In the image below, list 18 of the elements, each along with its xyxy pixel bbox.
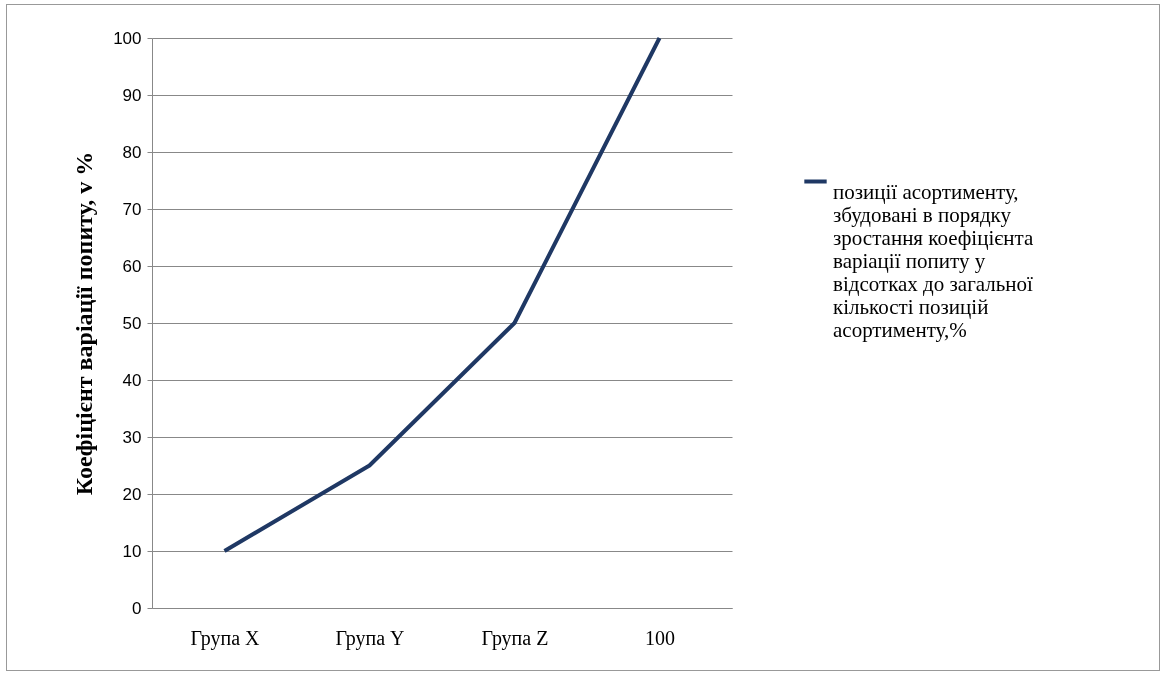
x-tick-label: Група X — [190, 626, 261, 650]
x-tick-label: 100 — [645, 626, 675, 649]
y-tick-label: 60 — [122, 256, 142, 276]
x-tick-label: Група Y — [335, 626, 405, 650]
y-tick-label: 40 — [122, 370, 142, 390]
y-tick-label: 70 — [122, 199, 142, 219]
x-tick-label: Група Z — [481, 626, 549, 650]
y-tick-label: 20 — [122, 484, 142, 504]
y-tick-label: 10 — [122, 541, 142, 561]
y-tick-label: 80 — [122, 142, 142, 162]
y-tick-label: 0 — [132, 598, 142, 618]
y-tick-label: 30 — [122, 427, 142, 447]
y-tick-label: 90 — [122, 85, 142, 105]
y-tick-label: 100 — [113, 28, 142, 48]
y-tick-label: 50 — [122, 313, 142, 333]
legend-label: позиції асортименту, збудовані в порядку зростання коефіцієнта варіації попиту у відсотках до загальної кількості позицій асортименту,% — [833, 179, 1034, 342]
y-axis-title: Коефіцієнт варіації попиту, v % — [71, 151, 98, 496]
line-series — [222, 36, 662, 553]
